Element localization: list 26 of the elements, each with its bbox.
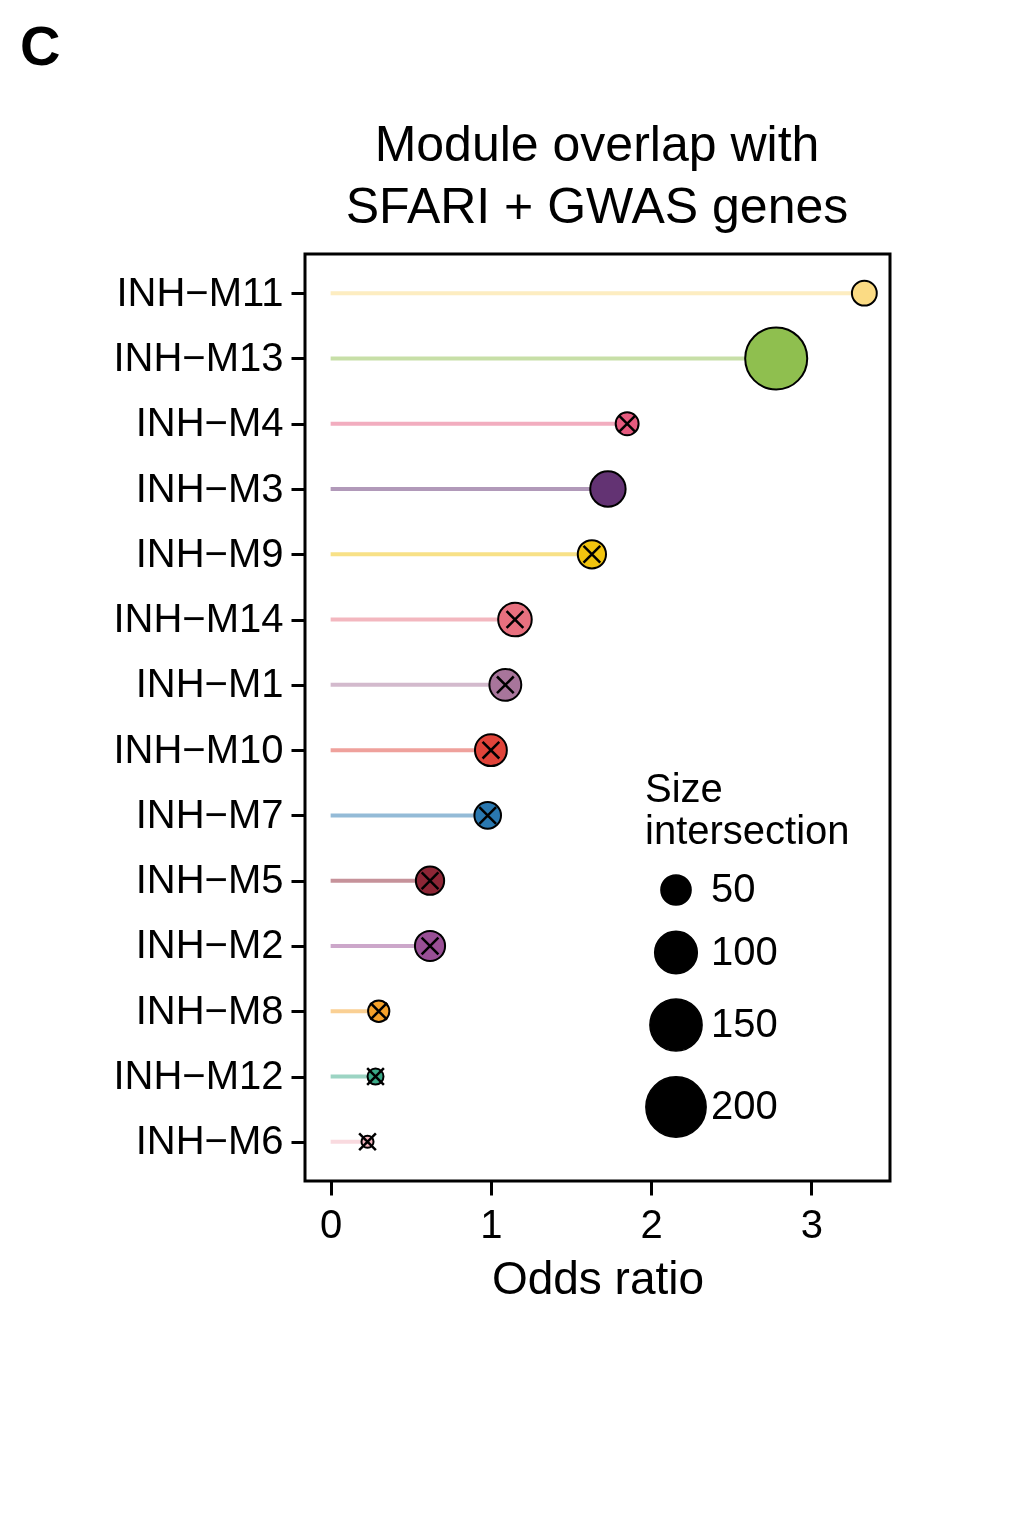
y-tick-label: INH−M13 [113, 334, 284, 379]
text: C [20, 14, 61, 77]
y-tick-label: INH−M4 [135, 400, 284, 445]
x-tick-label: 3 [800, 1201, 824, 1246]
y-tick-label: INH−M14 [113, 596, 284, 641]
y-tick-label: INH−M10 [113, 726, 284, 771]
legend-label: 50 [711, 866, 756, 910]
x-tick-label: 0 [320, 1201, 343, 1246]
legend-title: Size intersection [645, 766, 850, 852]
y-tick-label: INH−M8 [135, 987, 284, 1032]
y-tick-label: INH−M11 [116, 269, 284, 314]
legend-label: 150 [711, 1001, 778, 1045]
y-tick-label: INH−M6 [135, 1118, 284, 1163]
y-tick-label: INH−M2 [135, 922, 284, 967]
y-tick-label: INH−M12 [113, 1053, 284, 1098]
x-axis-title: Odds ratio [491, 1251, 705, 1304]
chart-title: Module overlap with SFARI + GWAS genes [345, 116, 849, 234]
x-tick-label: 1 [480, 1201, 503, 1246]
legend-label: 100 [711, 928, 778, 973]
x-tick-label: 2 [640, 1201, 663, 1246]
y-tick-label: INH−M5 [135, 857, 284, 902]
y-tick-label: INH−M1 [135, 661, 284, 706]
y-tick-label: INH−M3 [135, 465, 284, 510]
y-tick-label: INH−M9 [135, 530, 284, 575]
y-tick-label: INH−M7 [135, 791, 284, 836]
legend-label: 200 [711, 1083, 778, 1127]
